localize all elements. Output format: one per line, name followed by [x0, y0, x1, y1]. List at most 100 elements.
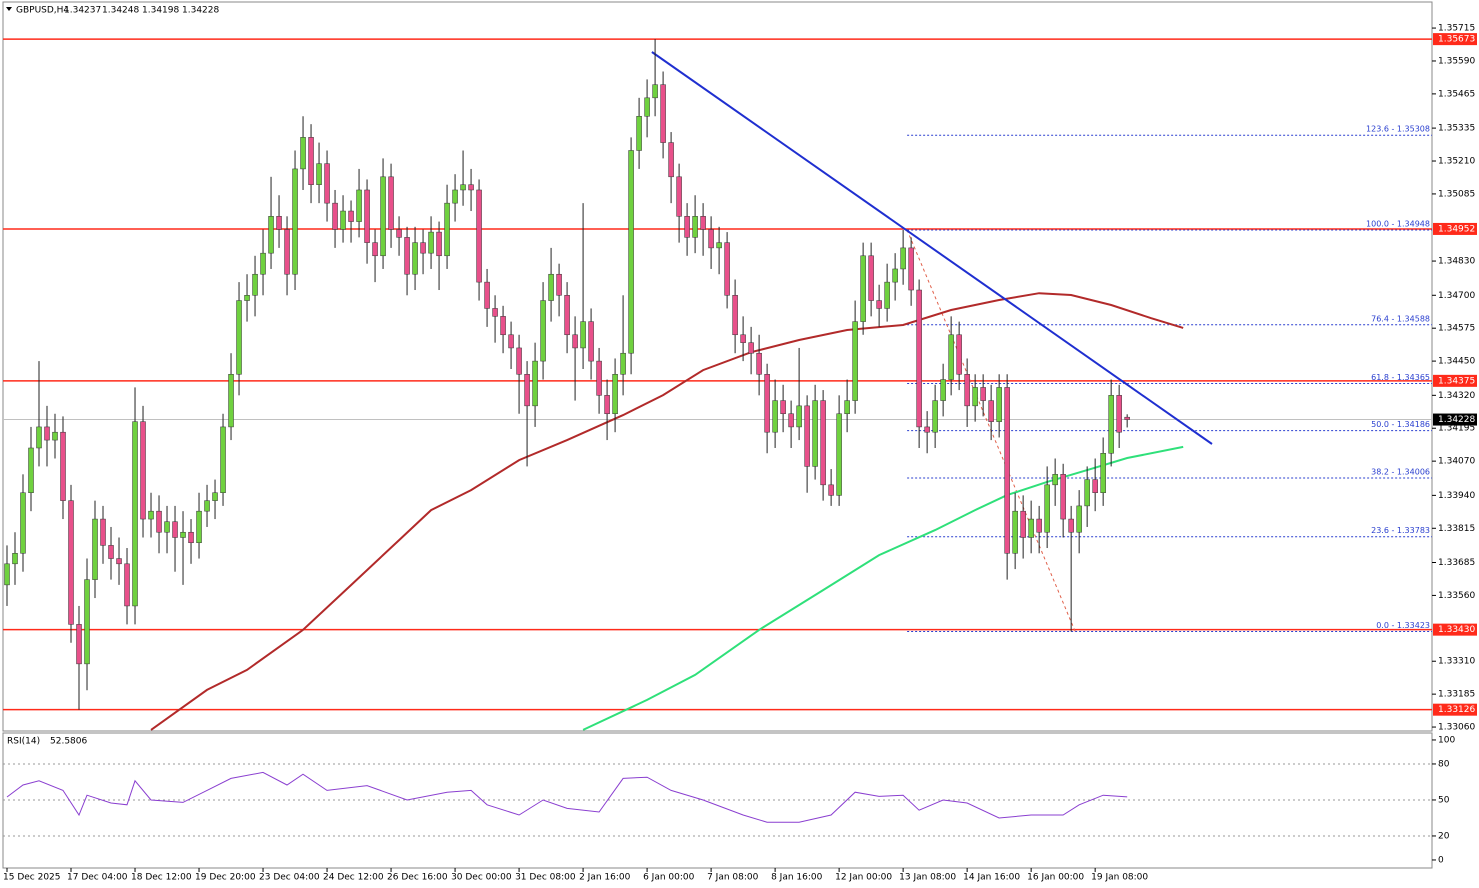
- candle-body: [156, 510, 162, 533]
- fib-label: 38.2 - 1.34006: [1371, 467, 1430, 476]
- level-label-box: [1433, 703, 1477, 716]
- candle-body: [220, 426, 226, 493]
- candle-body: [100, 518, 106, 546]
- candle-body: [1108, 395, 1114, 454]
- level-label-box: [1433, 623, 1477, 636]
- candle-body: [940, 379, 946, 401]
- candle-body: [188, 531, 194, 544]
- header-close: 1.34228: [182, 6, 219, 16]
- candle-body: [132, 421, 138, 607]
- candle-body: [300, 137, 306, 170]
- candle-body: [580, 321, 586, 349]
- candle-body: [556, 273, 562, 296]
- y-tick-label: 1.33560: [1438, 591, 1475, 601]
- candle-body: [140, 421, 146, 520]
- candle-body: [708, 229, 714, 249]
- candle-body: [124, 563, 130, 607]
- candle-body: [252, 273, 258, 296]
- candle-body: [444, 202, 450, 257]
- candle-body: [796, 405, 802, 428]
- candle-body: [532, 360, 538, 407]
- rsi-tick-label: 100: [1438, 735, 1455, 745]
- candle-body: [844, 400, 850, 415]
- candle-body: [204, 500, 210, 512]
- candle-body: [932, 400, 938, 433]
- candle-body: [436, 231, 442, 257]
- candle-body: [628, 150, 634, 354]
- x-tick-label: 31 Dec 08:00: [515, 873, 576, 883]
- y-tick-label: 1.35335: [1438, 124, 1475, 134]
- menu-arrow[interactable]: [6, 7, 12, 11]
- fib-label: 50.0 - 1.34186: [1371, 420, 1430, 429]
- candle-body: [1068, 518, 1074, 533]
- candle-body: [636, 116, 642, 151]
- y-tick-label: 1.35085: [1438, 189, 1475, 199]
- symbol: GBPUSD,H4: [16, 6, 69, 16]
- x-tick-label: 18 Dec 12:00: [131, 873, 192, 883]
- candle-body: [44, 426, 50, 441]
- main-panel: [2, 1, 1433, 732]
- candle-body: [484, 281, 490, 309]
- candle-body: [868, 255, 874, 301]
- candle-body: [644, 97, 650, 117]
- candle-body: [716, 242, 722, 249]
- candle-body: [292, 168, 298, 275]
- candle-body: [1076, 505, 1082, 533]
- candle-body: [756, 352, 762, 375]
- y-tick-label: 1.34700: [1438, 291, 1475, 301]
- candle-body: [652, 84, 658, 99]
- candle-body: [564, 295, 570, 336]
- candle-body: [588, 321, 594, 362]
- rsi-value: 52.5806: [50, 737, 87, 747]
- candle-body: [268, 216, 274, 254]
- x-tick-label: 13 Jan 08:00: [899, 873, 956, 883]
- candle-body: [836, 413, 842, 496]
- y-tick-label: 1.33310: [1438, 657, 1475, 667]
- candle-body: [516, 347, 522, 375]
- candle-body: [548, 273, 554, 301]
- candle-body: [12, 553, 18, 565]
- candle-body: [492, 308, 498, 317]
- candle-body: [308, 137, 314, 185]
- fib-label: 61.8 - 1.34365: [1371, 373, 1430, 382]
- fib-label: 23.6 - 1.33783: [1371, 526, 1430, 535]
- candle-body: [596, 360, 602, 396]
- candle-body: [404, 237, 410, 275]
- candle-body: [1012, 510, 1018, 554]
- y-tick-label: 1.34070: [1438, 457, 1475, 467]
- fib-label: 100.0 - 1.34948: [1366, 219, 1430, 228]
- candle-body: [108, 545, 114, 559]
- x-tick-label: 24 Dec 12:00: [323, 873, 384, 883]
- candle-body: [180, 531, 186, 538]
- candle-body: [92, 518, 98, 580]
- x-tick-label: 8 Jan 16:00: [771, 873, 823, 883]
- candle-body: [1044, 484, 1050, 533]
- candle-body: [148, 510, 154, 520]
- candle-body: [284, 229, 290, 275]
- candle-body: [612, 374, 618, 415]
- candle-body: [540, 300, 546, 362]
- fib-label: 76.4 - 1.34588: [1371, 314, 1430, 323]
- candle-body: [500, 316, 506, 336]
- candle-body: [4, 563, 10, 586]
- level-label-box: [1433, 374, 1477, 387]
- candle-body: [340, 210, 346, 230]
- candle-body: [388, 176, 394, 230]
- x-tick-label: 26 Dec 16:00: [387, 873, 448, 883]
- candle-body: [748, 342, 754, 354]
- header-low: 1.34198: [142, 6, 179, 16]
- level-label-box: [1433, 222, 1477, 235]
- candle-body: [788, 413, 794, 428]
- candle-body: [620, 352, 626, 375]
- candle-body: [812, 400, 818, 467]
- candle-body: [740, 334, 746, 343]
- candle-body: [196, 510, 202, 544]
- candle-body: [1124, 416, 1130, 420]
- candle-body: [572, 334, 578, 349]
- candle-body: [508, 334, 514, 349]
- candle-body: [892, 268, 898, 283]
- candle-body: [236, 300, 242, 375]
- trend-line: [651, 51, 1213, 445]
- rsi-tick-label: 20: [1438, 831, 1450, 841]
- candle-body: [324, 163, 330, 204]
